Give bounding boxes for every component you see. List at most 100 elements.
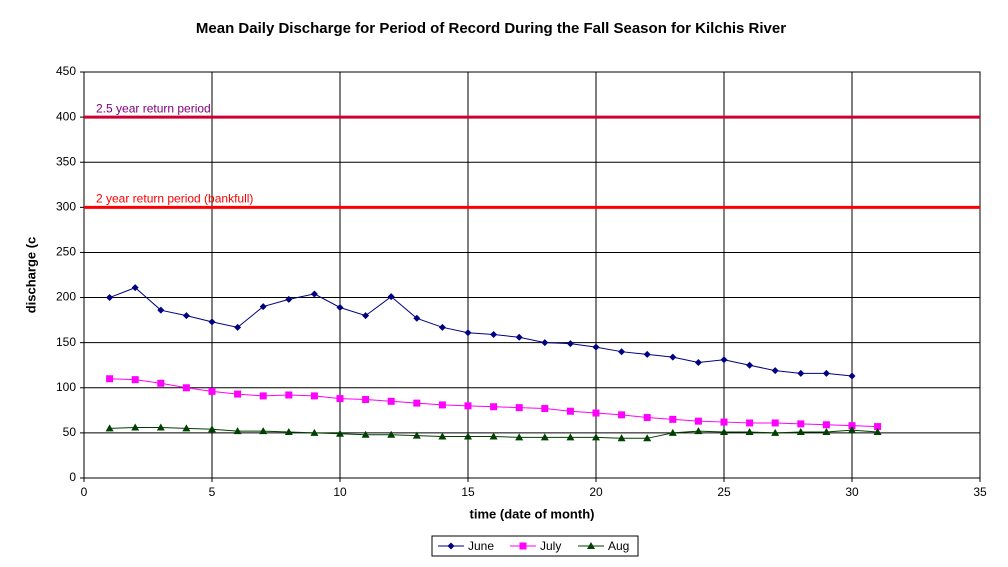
- marker: [259, 427, 268, 435]
- marker: [105, 424, 114, 432]
- marker: [490, 331, 498, 339]
- marker: [413, 399, 421, 407]
- marker: [234, 390, 242, 398]
- marker: [106, 375, 114, 383]
- marker: [464, 432, 472, 440]
- marker: [438, 323, 446, 331]
- marker: [617, 434, 626, 442]
- y-axis-label: discharge (c: [23, 237, 38, 314]
- marker: [285, 391, 293, 399]
- marker: [771, 428, 780, 436]
- x-tick-label: 15: [461, 485, 475, 499]
- marker: [438, 401, 446, 409]
- marker: [515, 333, 523, 341]
- legend-label: Aug: [608, 539, 629, 553]
- marker: [157, 379, 165, 387]
- marker: [822, 369, 830, 377]
- marker: [387, 430, 396, 438]
- marker: [156, 423, 165, 431]
- marker: [515, 404, 523, 412]
- marker: [285, 295, 293, 303]
- marker: [131, 376, 139, 384]
- x-tick-label: 0: [81, 485, 88, 499]
- marker: [669, 415, 677, 423]
- marker: [694, 359, 702, 367]
- x-tick-label: 5: [209, 485, 216, 499]
- marker: [387, 397, 395, 405]
- marker: [618, 411, 626, 419]
- marker: [182, 384, 190, 392]
- marker: [746, 419, 754, 427]
- marker: [848, 422, 856, 430]
- legend: June July Aug: [431, 535, 639, 557]
- marker: [797, 420, 805, 428]
- x-tick-label: 25: [717, 485, 731, 499]
- y-tick-label: 350: [56, 154, 76, 168]
- marker: [694, 417, 702, 425]
- marker: [771, 419, 779, 427]
- marker: [694, 427, 703, 435]
- marker: [208, 387, 216, 395]
- marker: [592, 409, 600, 417]
- marker: [362, 312, 370, 320]
- marker: [310, 392, 318, 400]
- marker: [106, 294, 114, 302]
- marker: [874, 423, 882, 431]
- marker: [387, 293, 395, 301]
- marker: [822, 421, 830, 429]
- marker: [336, 429, 344, 437]
- marker: [438, 432, 447, 440]
- marker: [412, 431, 421, 439]
- x-tick-label: 30: [845, 485, 859, 499]
- y-tick-label: 200: [56, 290, 76, 304]
- marker: [208, 318, 216, 326]
- marker: [848, 426, 856, 434]
- marker: [131, 423, 140, 431]
- marker: [643, 434, 652, 442]
- y-tick-label: 50: [63, 425, 77, 439]
- marker: [361, 430, 370, 438]
- marker: [669, 353, 677, 361]
- legend-label: June: [468, 539, 494, 553]
- marker: [336, 303, 344, 311]
- marker: [746, 361, 754, 369]
- chart-title: Mean Daily Discharge for Period of Recor…: [196, 20, 786, 37]
- marker: [447, 542, 455, 550]
- y-tick-label: 450: [56, 64, 76, 78]
- marker: [259, 303, 267, 311]
- marker: [540, 433, 549, 441]
- marker: [490, 403, 498, 411]
- marker: [668, 428, 677, 436]
- y-tick-label: 150: [56, 335, 76, 349]
- marker: [592, 433, 600, 441]
- marker: [720, 356, 728, 364]
- marker: [464, 329, 472, 337]
- marker: [182, 312, 190, 320]
- marker: [720, 427, 728, 435]
- marker: [643, 350, 651, 358]
- reference-label: 2.5 year return period: [96, 101, 211, 115]
- marker: [796, 427, 805, 435]
- marker: [587, 542, 595, 549]
- marker: [464, 402, 472, 410]
- x-tick-label: 10: [333, 485, 347, 499]
- marker: [515, 433, 524, 441]
- y-tick-label: 300: [56, 200, 76, 214]
- x-axis-label: time (date of month): [470, 506, 595, 521]
- marker: [592, 343, 600, 351]
- marker: [797, 369, 805, 377]
- x-tick-label: 35: [973, 485, 987, 499]
- reference-label: 2 year return period (bankfull): [96, 192, 253, 206]
- marker: [310, 428, 319, 436]
- marker: [618, 348, 626, 356]
- marker: [566, 340, 574, 348]
- marker: [519, 542, 527, 550]
- marker: [848, 372, 856, 380]
- y-tick-label: 0: [69, 470, 76, 484]
- marker: [208, 425, 216, 433]
- y-tick-label: 250: [56, 245, 76, 259]
- marker: [745, 427, 754, 435]
- marker: [233, 427, 242, 435]
